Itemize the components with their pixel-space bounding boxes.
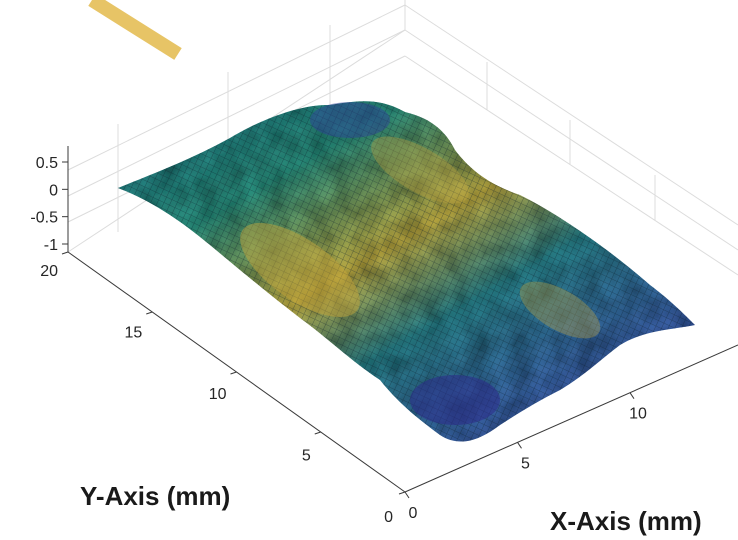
y-tick-label: 5 bbox=[302, 448, 311, 465]
surface-mesh bbox=[118, 101, 695, 442]
x-tick-label: 0 bbox=[409, 505, 418, 522]
y-tick-mark bbox=[314, 431, 321, 435]
y-tick-mark bbox=[398, 491, 406, 495]
accent-stripe bbox=[88, 0, 182, 60]
z-tick-label: 0.5 bbox=[36, 155, 58, 172]
x-axis-label: X-Axis (mm) bbox=[550, 506, 702, 536]
x-tick-label: 5 bbox=[521, 455, 530, 472]
y-tick-label: 10 bbox=[209, 386, 227, 403]
x-tick-mark bbox=[404, 491, 410, 499]
x-tick-mark bbox=[629, 392, 635, 399]
y-axis-label: Y-Axis (mm) bbox=[80, 481, 230, 511]
y-tick-label: 20 bbox=[40, 263, 58, 280]
y-tick-label: 0 bbox=[384, 509, 393, 526]
axis-ticks: -1 -0.5 0 0.5 0 5 10 15 20 0 5 10 bbox=[30, 155, 647, 526]
z-tick-label: 0 bbox=[49, 182, 58, 199]
z-tick-label: -0.5 bbox=[30, 210, 58, 227]
plot-gridlines bbox=[67, 0, 738, 276]
z-tick-label: -1 bbox=[44, 237, 58, 254]
x-tick-label: 10 bbox=[629, 406, 647, 423]
y-tick-mark bbox=[230, 371, 237, 375]
y-tick-mark bbox=[146, 311, 153, 315]
y-tick-mark bbox=[61, 251, 69, 255]
x-tick-mark bbox=[517, 442, 522, 449]
y-tick-label: 15 bbox=[124, 325, 142, 342]
